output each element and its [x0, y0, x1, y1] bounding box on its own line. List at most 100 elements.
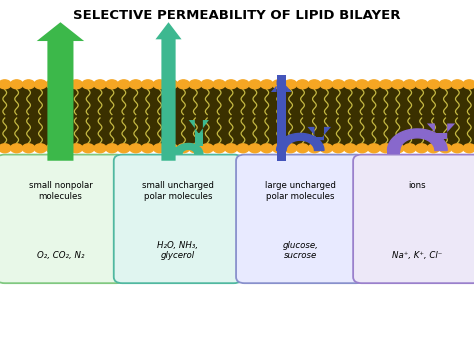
Circle shape — [392, 144, 404, 153]
Circle shape — [284, 80, 297, 89]
Circle shape — [415, 144, 428, 153]
Circle shape — [237, 144, 249, 153]
FancyBboxPatch shape — [353, 155, 474, 283]
Circle shape — [451, 80, 464, 89]
Circle shape — [261, 144, 273, 153]
Circle shape — [380, 80, 392, 89]
FancyArrow shape — [427, 123, 455, 139]
Circle shape — [284, 144, 297, 153]
Circle shape — [344, 80, 356, 89]
Circle shape — [118, 80, 130, 89]
Circle shape — [237, 80, 249, 89]
Circle shape — [70, 80, 82, 89]
Circle shape — [58, 80, 71, 89]
Circle shape — [46, 80, 59, 89]
Circle shape — [106, 80, 118, 89]
Circle shape — [70, 144, 82, 153]
Circle shape — [129, 144, 142, 153]
Text: large uncharged
polar molecules: large uncharged polar molecules — [265, 181, 336, 201]
Circle shape — [106, 144, 118, 153]
Bar — [276, 75, 286, 161]
Circle shape — [22, 80, 35, 89]
Circle shape — [463, 144, 474, 153]
Polygon shape — [276, 133, 324, 150]
Circle shape — [22, 144, 35, 153]
FancyBboxPatch shape — [114, 155, 242, 283]
Circle shape — [225, 80, 237, 89]
Polygon shape — [387, 129, 447, 150]
Circle shape — [356, 80, 368, 89]
Text: H₂O, NH₃,
glycerol: H₂O, NH₃, glycerol — [157, 240, 199, 260]
Circle shape — [225, 144, 237, 153]
Circle shape — [403, 80, 416, 89]
Circle shape — [154, 80, 166, 89]
Bar — [195, 133, 203, 146]
Circle shape — [165, 144, 178, 153]
Circle shape — [165, 80, 178, 89]
Circle shape — [0, 144, 11, 153]
Circle shape — [58, 144, 71, 153]
Text: small uncharged
polar molecules: small uncharged polar molecules — [142, 181, 214, 201]
Circle shape — [261, 80, 273, 89]
Bar — [174, 147, 182, 154]
Circle shape — [34, 80, 46, 89]
Text: ions: ions — [409, 181, 426, 190]
Circle shape — [82, 80, 94, 89]
FancyBboxPatch shape — [0, 155, 125, 283]
Circle shape — [82, 144, 94, 153]
Circle shape — [249, 80, 261, 89]
Circle shape — [189, 144, 201, 153]
Text: O₂, CO₂, N₂: O₂, CO₂, N₂ — [36, 251, 84, 260]
Circle shape — [332, 144, 345, 153]
Circle shape — [439, 144, 452, 153]
Text: glucose,
sucrose: glucose, sucrose — [283, 240, 318, 260]
Circle shape — [428, 144, 440, 153]
Bar — [314, 137, 324, 140]
Circle shape — [273, 144, 285, 153]
Circle shape — [213, 144, 225, 153]
Circle shape — [10, 80, 23, 89]
Circle shape — [189, 80, 201, 89]
Bar — [435, 133, 447, 139]
Circle shape — [332, 80, 345, 89]
FancyArrow shape — [36, 22, 84, 161]
Text: Na⁺, K⁺, Cl⁻: Na⁺, K⁺, Cl⁻ — [392, 251, 443, 260]
Circle shape — [177, 80, 190, 89]
Circle shape — [46, 144, 59, 153]
FancyArrow shape — [307, 127, 331, 141]
Circle shape — [296, 144, 309, 153]
Circle shape — [320, 80, 332, 89]
Circle shape — [201, 80, 213, 89]
Circle shape — [368, 144, 380, 153]
FancyArrow shape — [271, 80, 292, 92]
Bar — [387, 150, 400, 154]
Circle shape — [94, 144, 106, 153]
Circle shape — [368, 80, 380, 89]
Circle shape — [463, 80, 474, 89]
Circle shape — [320, 144, 332, 153]
Circle shape — [213, 80, 225, 89]
Circle shape — [129, 80, 142, 89]
Circle shape — [451, 144, 464, 153]
Circle shape — [392, 80, 404, 89]
Circle shape — [415, 80, 428, 89]
Circle shape — [0, 80, 11, 89]
Circle shape — [154, 144, 166, 153]
FancyArrow shape — [155, 22, 182, 161]
Circle shape — [34, 144, 46, 153]
Circle shape — [94, 80, 106, 89]
Circle shape — [142, 80, 154, 89]
Circle shape — [403, 144, 416, 153]
Circle shape — [344, 144, 356, 153]
Bar — [0, 82, 474, 150]
Circle shape — [249, 144, 261, 153]
FancyArrow shape — [189, 120, 209, 134]
Circle shape — [118, 144, 130, 153]
Polygon shape — [174, 144, 203, 154]
Circle shape — [296, 80, 309, 89]
Circle shape — [308, 144, 320, 153]
Text: SELECTIVE PERMEABILITY OF LIPID BILAYER: SELECTIVE PERMEABILITY OF LIPID BILAYER — [73, 9, 401, 22]
Circle shape — [142, 144, 154, 153]
Circle shape — [308, 80, 320, 89]
FancyBboxPatch shape — [236, 155, 365, 283]
